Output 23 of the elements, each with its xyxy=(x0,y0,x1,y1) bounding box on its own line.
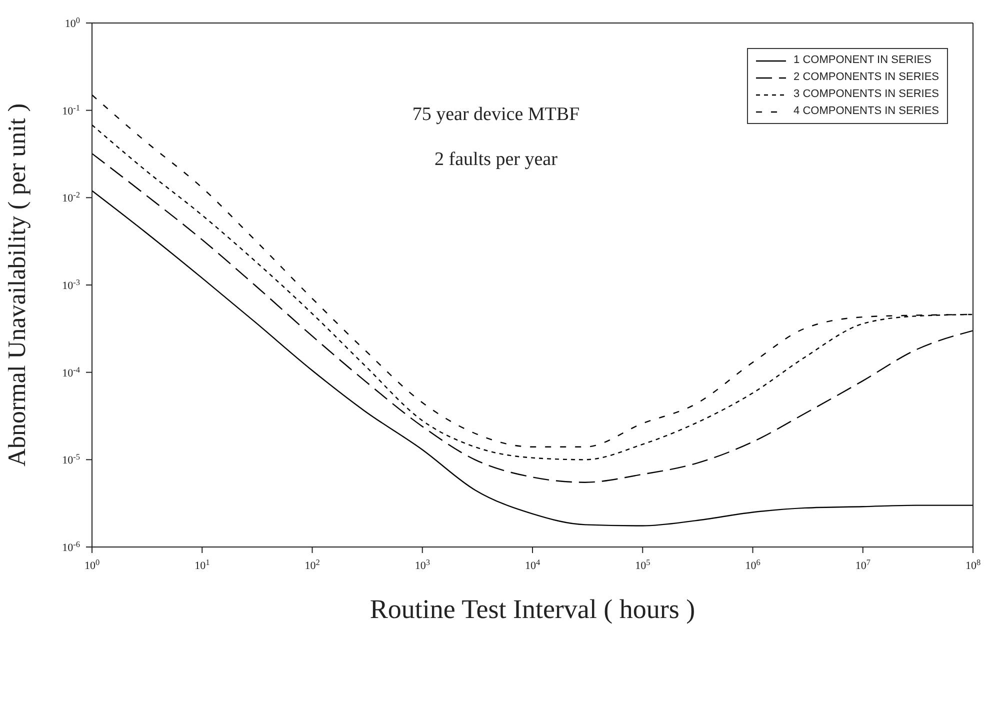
y-tick-label: 10$^{-6}$ xyxy=(62,540,80,554)
annotation: 2 faults per year xyxy=(434,149,558,171)
x-tick-label: 10$^{5}$ xyxy=(635,558,650,572)
legend-label: 2 COMPONENTS IN SERIES xyxy=(794,70,939,85)
x-axis-title: Routine Test Interval ( hours ) xyxy=(370,594,696,624)
x-tick-label: 10$^{2}$ xyxy=(304,558,320,572)
legend-label: 3 COMPONENTS IN SERIES xyxy=(794,87,939,102)
legend-label: 1 COMPONENT IN SERIES xyxy=(794,53,932,68)
x-tick-label: 10$^{1}$ xyxy=(194,558,210,572)
y-tick-label: 10$^{-4}$ xyxy=(62,364,80,380)
y-tick-label: 10$^{0}$ xyxy=(64,16,80,30)
y-tick-label: 10$^{-5}$ xyxy=(62,452,80,467)
annotation: 75 year device MTBF xyxy=(411,104,581,126)
y-tick-label: 10$^{-3}$ xyxy=(62,278,80,292)
y-tick-label: 10$^{-2}$ xyxy=(62,190,80,205)
x-tick-label: 10$^{4}$ xyxy=(524,558,540,572)
legend-label: 4 COMPONENTS IN SERIES xyxy=(794,104,939,119)
x-tick-label: 10$^{7}$ xyxy=(855,558,870,572)
x-tick-label: 10$^{0}$ xyxy=(84,558,100,572)
x-tick-label: 10$^{8}$ xyxy=(965,558,981,572)
x-tick-label: 10$^{3}$ xyxy=(414,558,430,572)
y-tick-label: 10$^{-1}$ xyxy=(62,102,80,118)
x-tick-label: 10$^{6}$ xyxy=(745,558,760,572)
